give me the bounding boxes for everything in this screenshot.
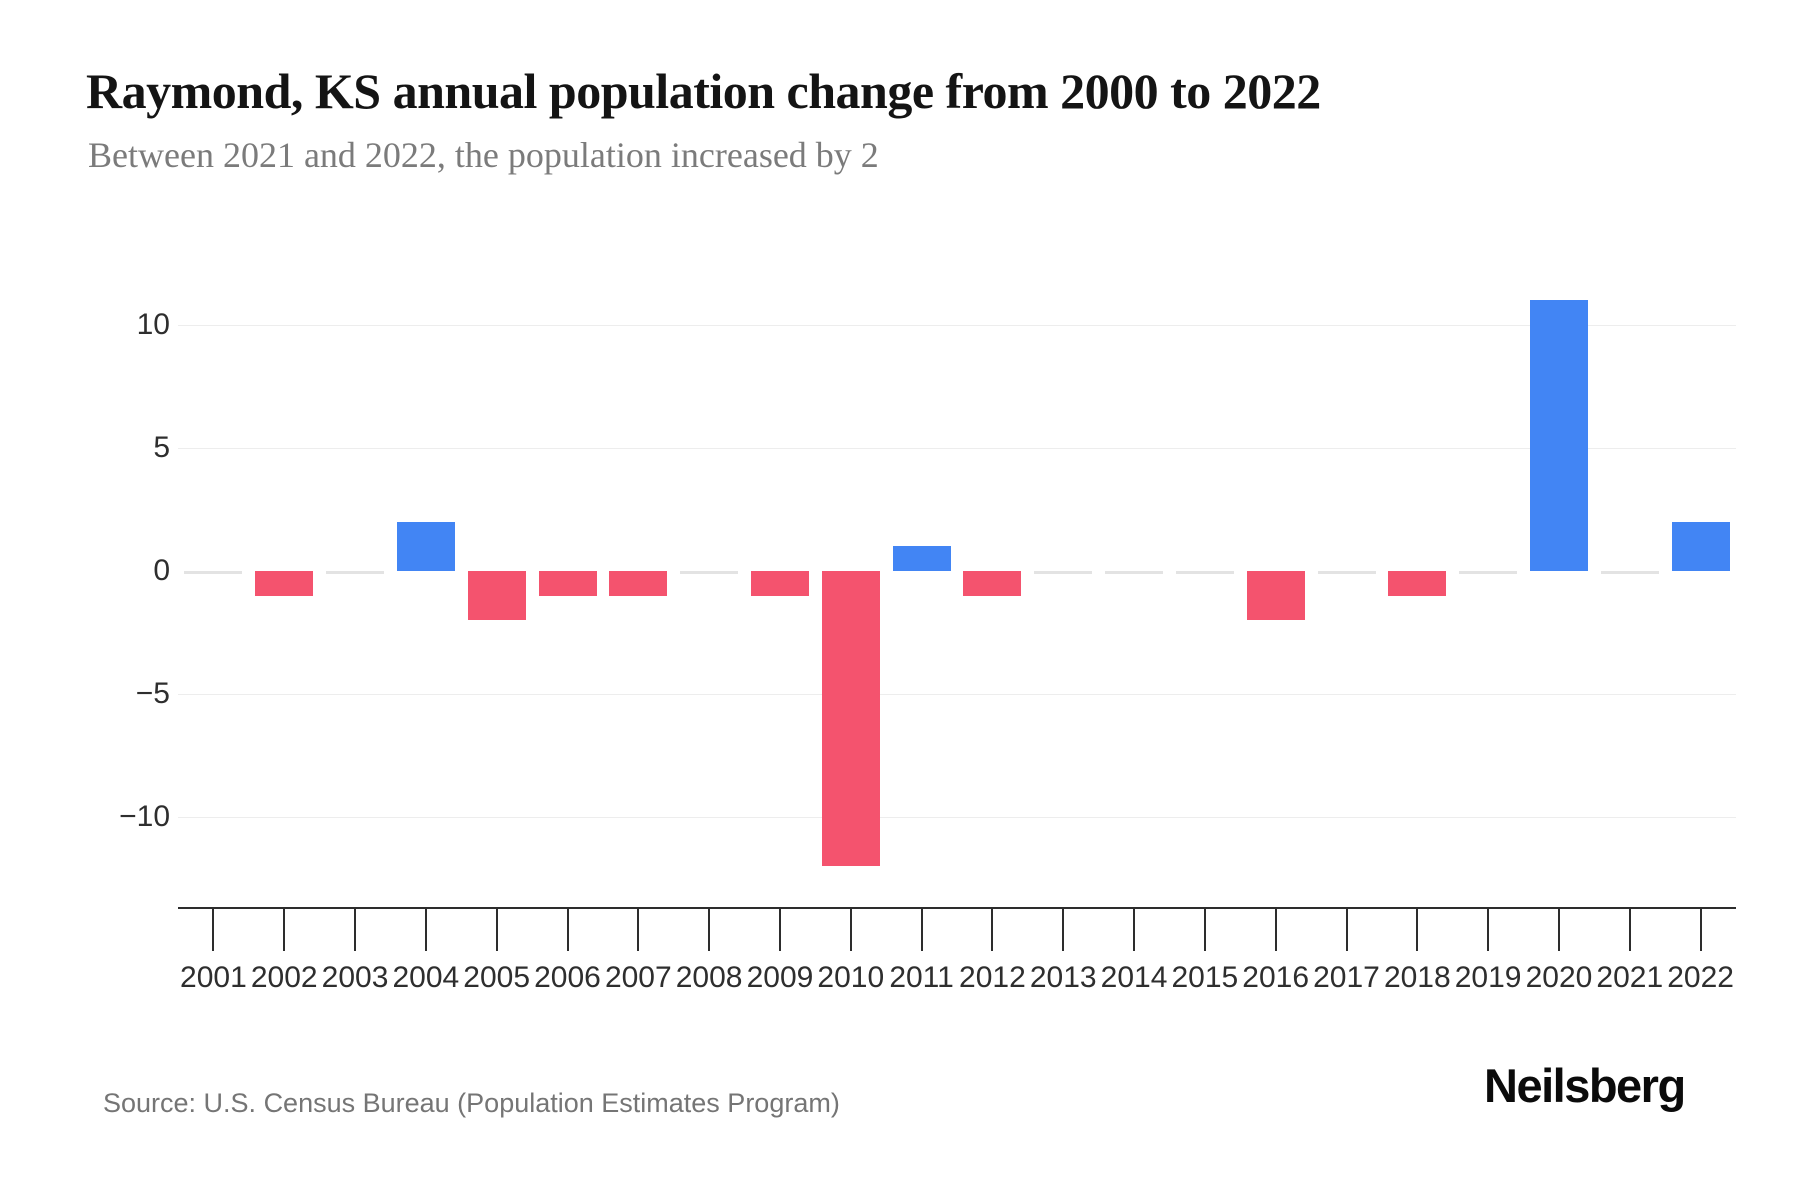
x-tick-mark-2002: [283, 907, 286, 951]
gridline--10: [178, 817, 1736, 818]
bar-2005[interactable]: [467, 571, 526, 621]
gridline-10: [178, 325, 1736, 326]
x-tick-label-2009: 2009: [746, 961, 814, 994]
x-tick-mark-2016: [1274, 907, 1277, 951]
bar-2006[interactable]: [538, 571, 597, 596]
x-tick-label-2008: 2008: [675, 961, 743, 994]
y-axis-label-0: 0: [153, 554, 170, 587]
x-tick-label-2022: 2022: [1667, 961, 1734, 994]
x-tick-label-2006: 2006: [534, 961, 601, 994]
zero-dash-2003[interactable]: [326, 571, 385, 574]
x-tick-mark-2005: [495, 907, 498, 951]
x-tick-mark-2022: [1699, 907, 1702, 951]
x-tick-label-2011: 2011: [889, 961, 954, 994]
x-tick-mark-2020: [1557, 907, 1560, 951]
bar-2004[interactable]: [396, 521, 455, 571]
bar-2022[interactable]: [1671, 521, 1730, 571]
zero-dash-2013[interactable]: [1034, 571, 1093, 574]
x-tick-label-2014: 2014: [1100, 961, 1168, 994]
x-tick-label-2001: 2001: [180, 961, 247, 994]
bar-2018[interactable]: [1388, 571, 1447, 596]
y-axis-label--5: −5: [135, 677, 170, 710]
x-tick-mark-2019: [1487, 907, 1490, 951]
zero-dash-2008[interactable]: [680, 571, 739, 574]
bar-2016[interactable]: [1246, 571, 1305, 621]
x-tick-mark-2001: [212, 907, 215, 951]
x-tick-mark-2021: [1628, 907, 1631, 951]
x-tick-mark-2015: [1203, 907, 1206, 951]
x-tick-label-2004: 2004: [392, 961, 460, 994]
neilsberg-logo: Neilsberg: [1484, 1059, 1686, 1112]
y-axis-label-5: 5: [153, 431, 170, 464]
x-tick-mark-2003: [354, 907, 357, 951]
x-tick-label-2020: 2020: [1525, 961, 1593, 994]
bar-2012[interactable]: [963, 571, 1022, 596]
x-tick-label-2019: 2019: [1454, 961, 1522, 994]
source-note: Source: U.S. Census Bureau (Population E…: [103, 1088, 840, 1118]
x-tick-mark-2007: [637, 907, 640, 951]
x-tick-label-2017: 2017: [1313, 961, 1380, 994]
x-axis-line: [178, 907, 1736, 909]
x-tick-label-2005: 2005: [463, 961, 531, 994]
x-tick-mark-2009: [778, 907, 781, 951]
gridline-5: [178, 448, 1736, 449]
bar-2002[interactable]: [255, 571, 314, 596]
x-tick-label-2007: 2007: [604, 961, 672, 994]
y-axis-label--10: −10: [119, 800, 170, 833]
zero-dash-2014[interactable]: [1105, 571, 1164, 574]
bar-2020[interactable]: [1529, 300, 1588, 571]
bar-2009[interactable]: [750, 571, 809, 596]
x-tick-label-2013: 2013: [1029, 961, 1097, 994]
zero-dash-2021[interactable]: [1600, 571, 1659, 574]
x-tick-mark-2008: [708, 907, 711, 951]
bar-2007[interactable]: [609, 571, 668, 596]
x-tick-label-2003: 2003: [321, 961, 389, 994]
x-tick-mark-2017: [1345, 907, 1348, 951]
x-tick-mark-2014: [1133, 907, 1136, 951]
zero-dash-2015[interactable]: [1175, 571, 1234, 574]
x-tick-mark-2012: [991, 907, 994, 951]
x-tick-label-2015: 2015: [1171, 961, 1239, 994]
zero-dash-2001[interactable]: [184, 571, 243, 574]
x-tick-label-2018: 2018: [1383, 961, 1451, 994]
page-subtitle: Between 2021 and 2022, the population in…: [88, 135, 879, 175]
gridline--5: [178, 694, 1736, 695]
bar-2010[interactable]: [821, 571, 880, 867]
x-tick-mark-2010: [849, 907, 852, 951]
x-tick-label-2021: 2021: [1596, 961, 1664, 994]
x-tick-label-2010: 2010: [817, 961, 885, 994]
x-tick-label-2002: 2002: [250, 961, 318, 994]
bar-2011[interactable]: [892, 546, 951, 571]
x-tick-mark-2018: [1416, 907, 1419, 951]
x-tick-mark-2006: [566, 907, 569, 951]
y-axis-label-10: 10: [136, 308, 170, 341]
x-tick-label-2016: 2016: [1242, 961, 1310, 994]
x-tick-label-2012: 2012: [959, 961, 1026, 994]
x-tick-mark-2011: [920, 907, 923, 951]
x-tick-mark-2004: [424, 907, 427, 951]
page-title: Raymond, KS annual population change fro…: [86, 63, 1321, 119]
zero-dash-2019[interactable]: [1459, 571, 1518, 574]
x-tick-mark-2013: [1062, 907, 1065, 951]
zero-dash-2017[interactable]: [1317, 571, 1376, 574]
